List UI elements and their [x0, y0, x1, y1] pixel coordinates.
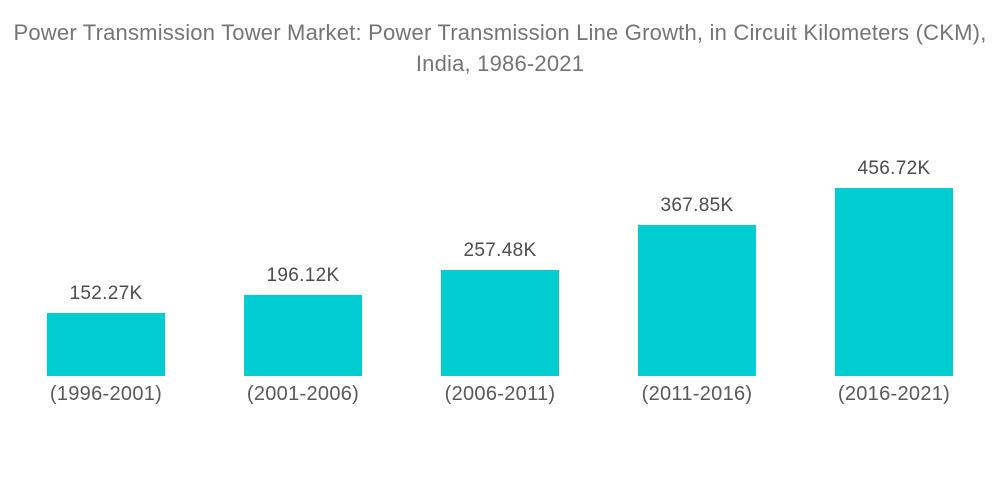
bar-value-label: 257.48K — [463, 240, 537, 261]
bar-value-label: 196.12K — [266, 265, 340, 286]
bar — [47, 313, 165, 376]
bar-group: 152.27K — [8, 116, 205, 376]
plot-area: 152.27K 196.12K 257.48K 367.85K 456.72K — [0, 116, 1000, 376]
category-label: (1996-2001) — [49, 383, 163, 405]
bar-group: 367.85K — [599, 116, 796, 376]
category-label: (2016-2021) — [837, 383, 951, 405]
chart-title-text: Power Transmission Tower Market: Power T… — [13, 20, 987, 77]
category-label: (2006-2011) — [444, 383, 556, 405]
bar-group: 196.12K — [205, 116, 402, 376]
bar-value-label: 456.72K — [857, 158, 931, 179]
bar — [835, 188, 953, 376]
category-label: (2001-2006) — [246, 383, 360, 405]
chart-title: Power Transmission Tower Market: Power T… — [0, 17, 1000, 79]
bar-group: 257.48K — [402, 116, 599, 376]
bar-value-label: 367.85K — [660, 195, 734, 216]
bar-group: 456.72K — [796, 116, 993, 376]
bar-value-label: 152.27K — [69, 283, 143, 304]
bar — [441, 270, 559, 376]
category-label: (2011-2016) — [641, 383, 753, 405]
bar — [244, 295, 362, 376]
x-axis-labels: (1996-2001) (2001-2006) (2006-2011) (2011-2… — [0, 383, 1000, 406]
bar — [638, 225, 756, 376]
